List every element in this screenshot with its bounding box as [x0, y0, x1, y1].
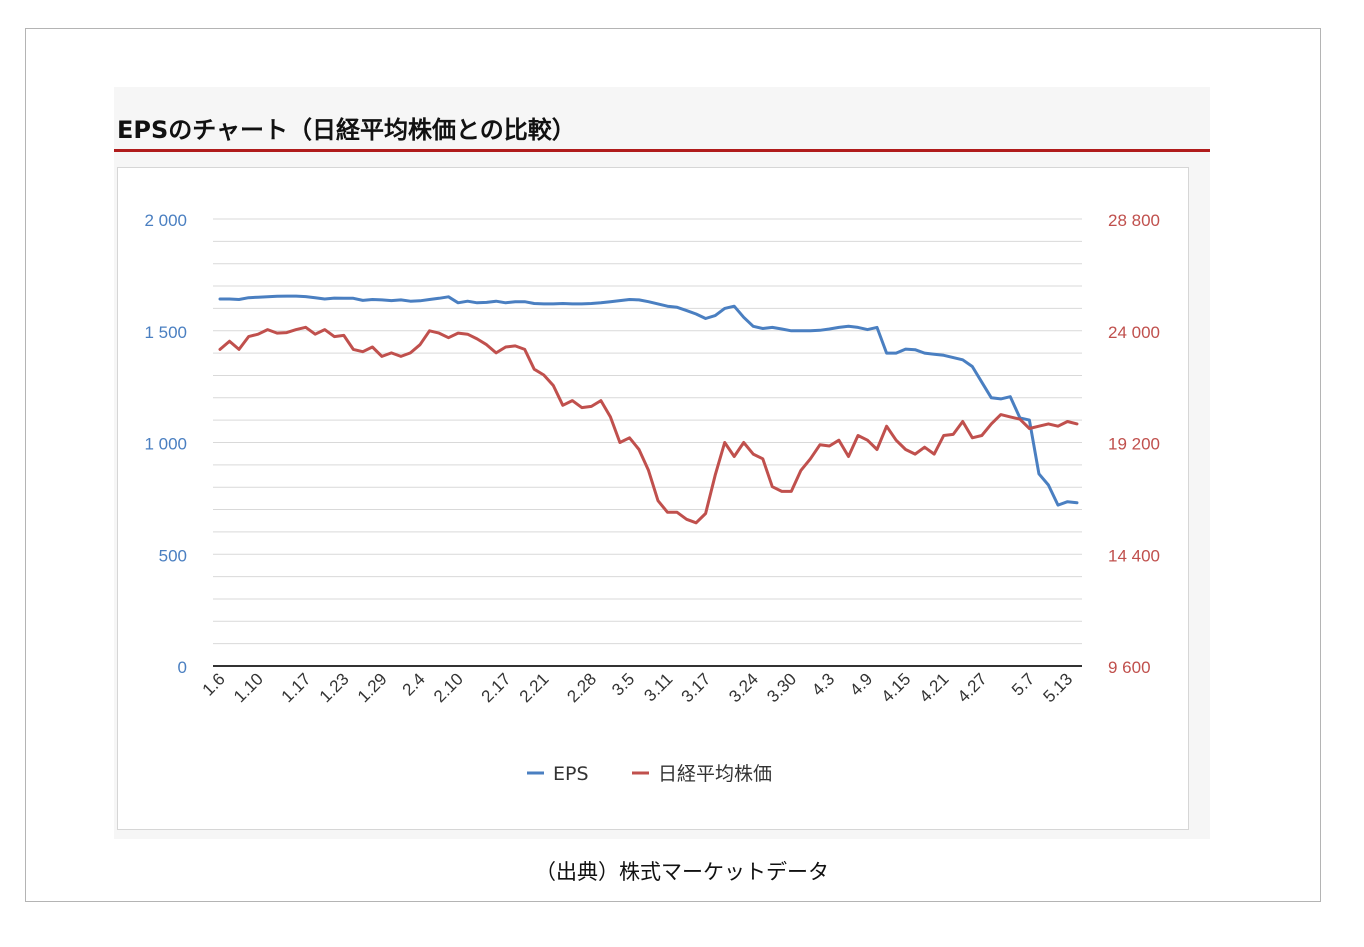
x-tick-label: 1.10 [230, 669, 267, 706]
y-right-tick-label: 24 000 [1108, 323, 1160, 342]
x-tick-label: 1.23 [316, 669, 353, 706]
x-tick-label: 3.24 [725, 669, 762, 706]
y-right-tick-label: 28 800 [1108, 211, 1160, 230]
y-right-tick-label: 14 400 [1108, 546, 1160, 565]
x-tick-label: 2.10 [430, 669, 467, 706]
x-tick-label: 4.27 [954, 669, 991, 706]
source-note: （出典）株式マーケットデータ [535, 860, 829, 884]
legend-label: EPS [553, 763, 589, 785]
title-underline [114, 149, 1210, 152]
x-tick-label: 2.4 [399, 669, 429, 699]
x-tick-label: 3.5 [608, 669, 638, 699]
legend-label: 日経平均株価 [658, 763, 772, 785]
y-left-tick-label: 1 500 [144, 323, 187, 342]
x-tick-label: 2.28 [563, 669, 600, 706]
x-tick-label: 1.6 [199, 669, 229, 699]
x-tick-label: 3.11 [640, 669, 676, 705]
y-right-tick-label: 9 600 [1108, 658, 1151, 677]
x-tick-label: 4.21 [916, 669, 953, 706]
x-tick-label: 1.29 [354, 669, 391, 706]
y-left-tick-label: 500 [159, 546, 187, 565]
y-right-tick-label: 19 200 [1108, 435, 1160, 454]
x-tick-label: 1.17 [278, 669, 315, 706]
x-tick-label: 4.15 [878, 669, 915, 706]
x-tick-label: 4.3 [808, 669, 838, 699]
y-left-tick-label: 2 000 [144, 211, 187, 230]
x-tick-label: 4.9 [846, 669, 876, 699]
chart-title: EPSのチャート（日経平均株価との比較） [117, 116, 576, 144]
x-tick-label: 5.13 [1039, 669, 1076, 706]
x-tick-label: 2.21 [516, 669, 553, 706]
x-tick-label: 2.17 [478, 669, 515, 706]
x-tick-label: 3.17 [678, 669, 715, 706]
y-left-tick-label: 1 000 [144, 435, 187, 454]
x-tick-label: 3.30 [763, 669, 800, 706]
chart-area [117, 167, 1189, 830]
y-left-tick-label: 0 [178, 658, 187, 677]
x-tick-label: 5.7 [1008, 669, 1038, 699]
